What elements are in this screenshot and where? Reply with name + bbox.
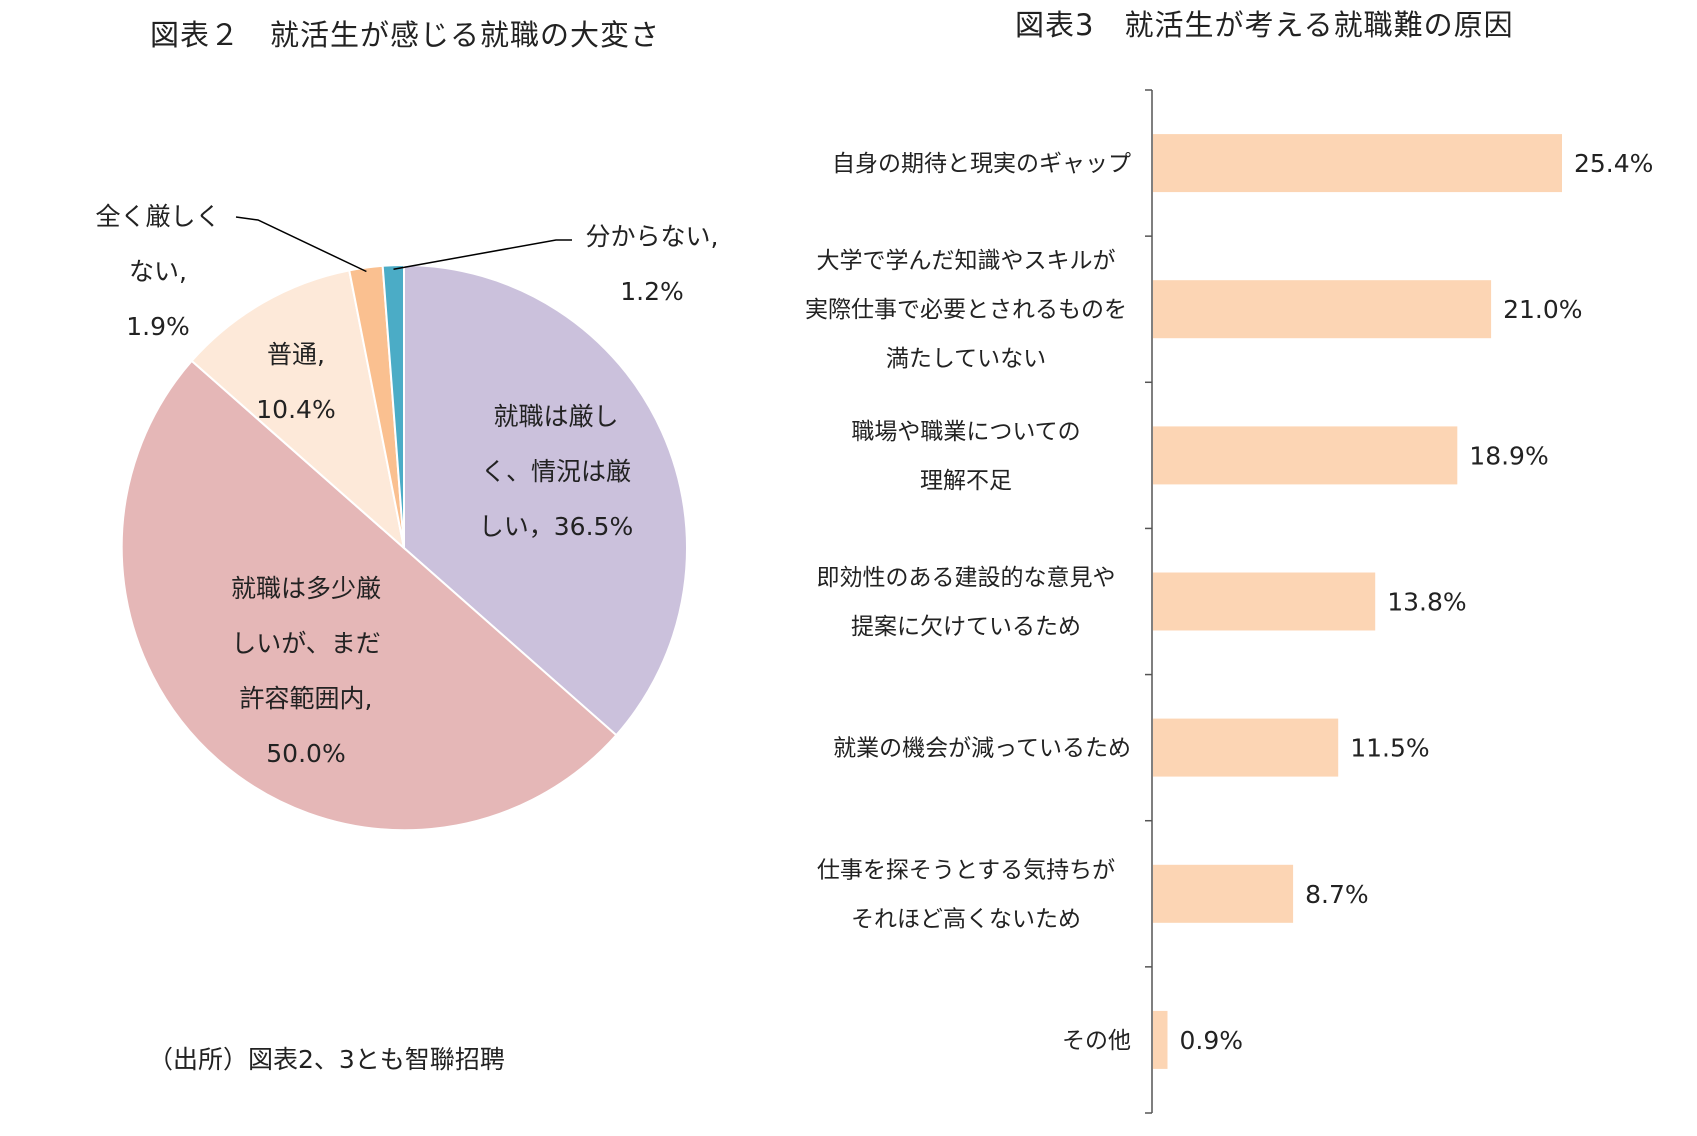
bar-chart-title: 図表3 就活生が考える就職難の原因	[1015, 8, 1514, 42]
bar-category-label-4: 就業の機会が減っているため	[833, 736, 1131, 762]
pie-leader-line-3	[235, 216, 367, 273]
source-note: （出所）図表2、3とも智聯招聘	[148, 1045, 505, 1074]
bar-category-label-2: 職場や職業についての理解不足	[851, 419, 1080, 494]
bar-chart: 25.4% 自身の期待と現実のギャップ 21.0% 大学で学んだ知識やスキルが実際仕事…	[805, 89, 1653, 1114]
bar-category-label-1: 大学で学んだ知識やスキルが実際仕事で必要とされるものを満たしていない	[805, 248, 1127, 372]
bar-2	[1153, 426, 1458, 485]
bar-value-label-3: 13.8%	[1387, 588, 1466, 617]
pie-slice-4	[381, 263, 405, 549]
bar-value-label-0: 25.4%	[1574, 149, 1653, 178]
bar-5	[1153, 864, 1294, 923]
bar-6	[1153, 1010, 1168, 1069]
pie-label-3: 全く厳しくない, 1.9%	[95, 202, 220, 341]
pie-slice-2	[190, 269, 406, 551]
pie-slice-0	[403, 263, 688, 737]
bar-value-label-6: 0.9%	[1180, 1026, 1244, 1055]
pie-leader-line-4	[393, 239, 572, 270]
bar-1	[1153, 280, 1492, 339]
bar-value-label-1: 21.0%	[1503, 295, 1582, 324]
bar-value-label-4: 11.5%	[1350, 734, 1429, 763]
bar-value-label-2: 18.9%	[1469, 441, 1548, 470]
bar-4	[1153, 718, 1339, 777]
bar-0	[1153, 134, 1562, 193]
pie-chart	[120, 263, 688, 832]
pie-chart-title: 図表２ 就活生が感じる就職の大変さ	[150, 18, 661, 52]
pie-label-4: 分からない, 1.2%	[586, 222, 719, 306]
bar-category-label-5: 仕事を探そうとする気持ちがそれほど高くないため	[817, 857, 1115, 932]
pie-label-2: 普通, 10.4%	[256, 340, 335, 424]
bar-value-label-5: 8.7%	[1305, 880, 1369, 909]
pie-label-1: 就職は多少厳しいが、まだ許容範囲内, 50.0%	[231, 574, 381, 768]
pie-label-0: 就職は厳しく、情況は厳しい，36.5%	[479, 402, 633, 541]
pie-slice-1	[120, 359, 618, 832]
pie-labels: 就職は厳しく、情況は厳しい，36.5% 就職は多少厳しいが、まだ許容範囲内, 50.…	[95, 202, 718, 768]
bar-category-label-0: 自身の期待と現実のギャップ	[832, 151, 1131, 177]
bar-category-label-6: その他	[1062, 1028, 1131, 1054]
bar-3	[1153, 572, 1376, 631]
bar-category-label-3: 即効性のある建設的な意見や提案に欠けているため	[817, 565, 1116, 640]
